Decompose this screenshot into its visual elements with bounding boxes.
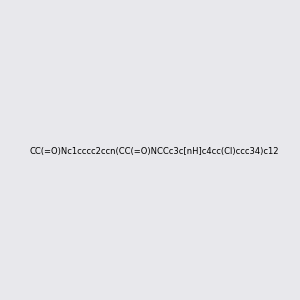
Text: CC(=O)Nc1cccc2ccn(CC(=O)NCCc3c[nH]c4cc(Cl)ccc34)c12: CC(=O)Nc1cccc2ccn(CC(=O)NCCc3c[nH]c4cc(C… — [29, 147, 278, 156]
